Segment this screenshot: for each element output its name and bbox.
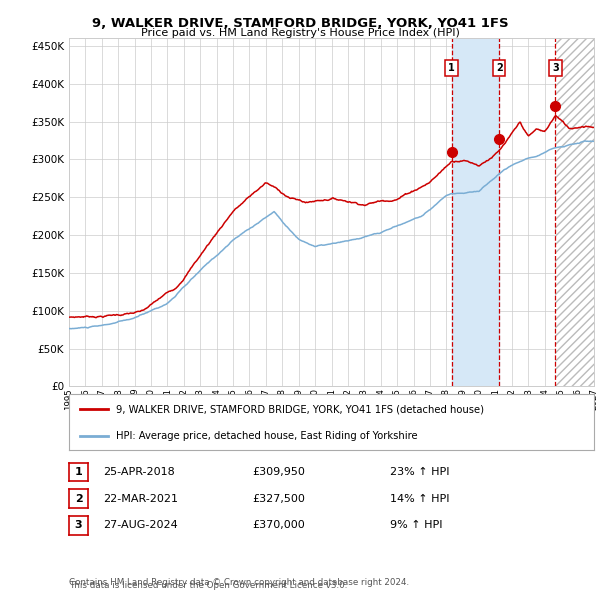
Text: £327,500: £327,500 bbox=[252, 494, 305, 503]
Text: 25-APR-2018: 25-APR-2018 bbox=[103, 467, 175, 477]
Text: 1: 1 bbox=[448, 63, 455, 73]
Text: 3: 3 bbox=[552, 63, 559, 73]
Text: 22-MAR-2021: 22-MAR-2021 bbox=[103, 494, 178, 503]
Text: Contains HM Land Registry data © Crown copyright and database right 2024.: Contains HM Land Registry data © Crown c… bbox=[69, 578, 409, 587]
Text: 27-AUG-2024: 27-AUG-2024 bbox=[103, 520, 178, 530]
Text: 2: 2 bbox=[75, 494, 82, 503]
Text: 14% ↑ HPI: 14% ↑ HPI bbox=[390, 494, 449, 503]
Bar bbox=[452, 38, 499, 386]
Text: 9, WALKER DRIVE, STAMFORD BRIDGE, YORK, YO41 1FS (detached house): 9, WALKER DRIVE, STAMFORD BRIDGE, YORK, … bbox=[116, 404, 484, 414]
Text: 9% ↑ HPI: 9% ↑ HPI bbox=[390, 520, 443, 530]
Bar bbox=[556, 38, 594, 386]
Text: 2: 2 bbox=[496, 63, 503, 73]
Text: 23% ↑ HPI: 23% ↑ HPI bbox=[390, 467, 449, 477]
Text: HPI: Average price, detached house, East Riding of Yorkshire: HPI: Average price, detached house, East… bbox=[116, 431, 418, 441]
Text: £309,950: £309,950 bbox=[252, 467, 305, 477]
Text: Price paid vs. HM Land Registry's House Price Index (HPI): Price paid vs. HM Land Registry's House … bbox=[140, 28, 460, 38]
Text: 9, WALKER DRIVE, STAMFORD BRIDGE, YORK, YO41 1FS: 9, WALKER DRIVE, STAMFORD BRIDGE, YORK, … bbox=[92, 17, 508, 30]
Text: 3: 3 bbox=[75, 520, 82, 530]
Text: This data is licensed under the Open Government Licence v3.0.: This data is licensed under the Open Gov… bbox=[69, 581, 347, 590]
Text: £370,000: £370,000 bbox=[252, 520, 305, 530]
Text: 1: 1 bbox=[75, 467, 82, 477]
